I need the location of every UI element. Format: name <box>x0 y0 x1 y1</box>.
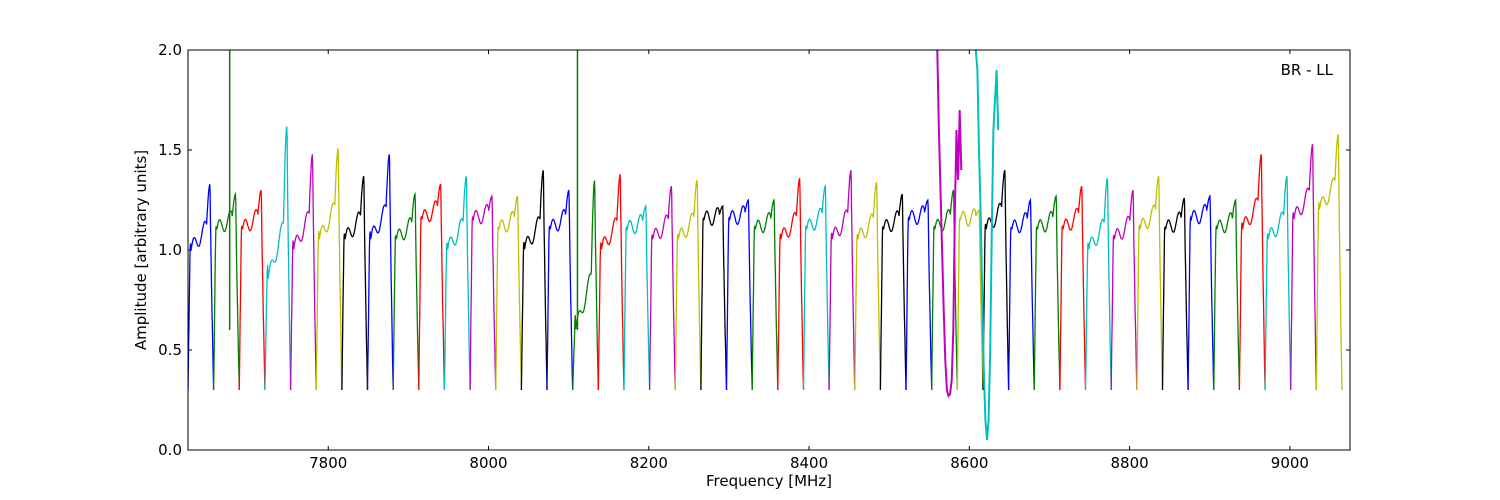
channel-line-9 <box>418 183 446 391</box>
channel-line-14 <box>546 189 574 391</box>
channel-line-13 <box>520 170 548 391</box>
channel-line-39 <box>1187 194 1215 391</box>
channel-line-16 <box>597 174 625 391</box>
plot-background <box>188 50 1350 450</box>
y-tick-label-0: 0.0 <box>158 441 182 459</box>
channel-line-12 <box>495 195 523 391</box>
channel-line-24 <box>802 183 830 391</box>
channel-line-6 <box>341 176 369 391</box>
channel-line-31 <box>982 169 1010 391</box>
channel-line-1 <box>212 191 240 391</box>
channel-line-35 <box>1084 178 1112 391</box>
series-layer <box>188 50 1343 441</box>
channel-line-22 <box>751 198 779 391</box>
channel-line-21 <box>725 198 753 391</box>
channel-line-28 <box>905 198 933 391</box>
channel-line-18 <box>648 185 676 391</box>
y-tick-label-2: 1.0 <box>158 241 182 259</box>
y-tick-label-1: 0.5 <box>158 341 182 359</box>
channel-line-29 <box>931 189 958 391</box>
x-tick-label-2: 8200 <box>630 454 668 472</box>
channel-line-42 <box>1264 176 1292 391</box>
y-axis-label: Amplitude [arbitrary units] <box>132 150 150 350</box>
channel-line-20 <box>700 204 728 391</box>
channel-line-43 <box>1290 144 1317 391</box>
ticks-layer: 7800 8000 8200 8400 8600 8800 9000 0.0 0.5 1.0 1.5… <box>158 41 1350 472</box>
channel-line-0 <box>188 184 215 391</box>
channel-line-44 <box>1315 134 1343 391</box>
y-tick-label-4: 2.0 <box>158 41 182 59</box>
channel-line-34 <box>1059 185 1087 391</box>
channel-line-4 <box>289 154 317 391</box>
channel-line-19 <box>674 180 702 391</box>
channel-line-27 <box>879 193 907 391</box>
channel-line-23 <box>777 178 805 391</box>
channel-line-11 <box>469 194 497 391</box>
channel-line-32 <box>1007 197 1035 391</box>
y-tick-label-3: 1.5 <box>158 141 182 159</box>
channel-line-25 <box>828 170 856 391</box>
channel-line-30 <box>956 208 984 391</box>
channel-line-36 <box>1110 189 1138 391</box>
channel-line-3 <box>264 126 292 391</box>
x-tick-label-4: 8600 <box>950 454 988 472</box>
x-tick-label-3: 8400 <box>790 454 828 472</box>
overlay-line-0 <box>936 50 963 399</box>
channel-line-2 <box>238 189 266 391</box>
channel-line-26 <box>854 182 882 391</box>
x-tick-label-6: 9000 <box>1271 454 1309 472</box>
chart-annotation: BR - LL <box>1281 61 1334 79</box>
channel-line-8 <box>392 191 420 391</box>
overlay-line-1 <box>974 50 1000 441</box>
channel-line-7 <box>366 154 394 391</box>
channel-line-38 <box>1161 197 1189 391</box>
channel-line-33 <box>1033 194 1061 391</box>
x-tick-label-1: 8000 <box>469 454 507 472</box>
channel-line-10 <box>443 176 471 391</box>
channel-line-5 <box>315 148 343 391</box>
channel-line-37 <box>1136 175 1164 391</box>
channel-line-40 <box>1213 198 1241 391</box>
x-tick-label-5: 8800 <box>1111 454 1149 472</box>
channel-line-17 <box>623 204 651 391</box>
x-tick-label-0: 7800 <box>309 454 347 472</box>
x-axis-label: Frequency [MHz] <box>706 472 832 490</box>
channel-line-41 <box>1238 154 1266 391</box>
